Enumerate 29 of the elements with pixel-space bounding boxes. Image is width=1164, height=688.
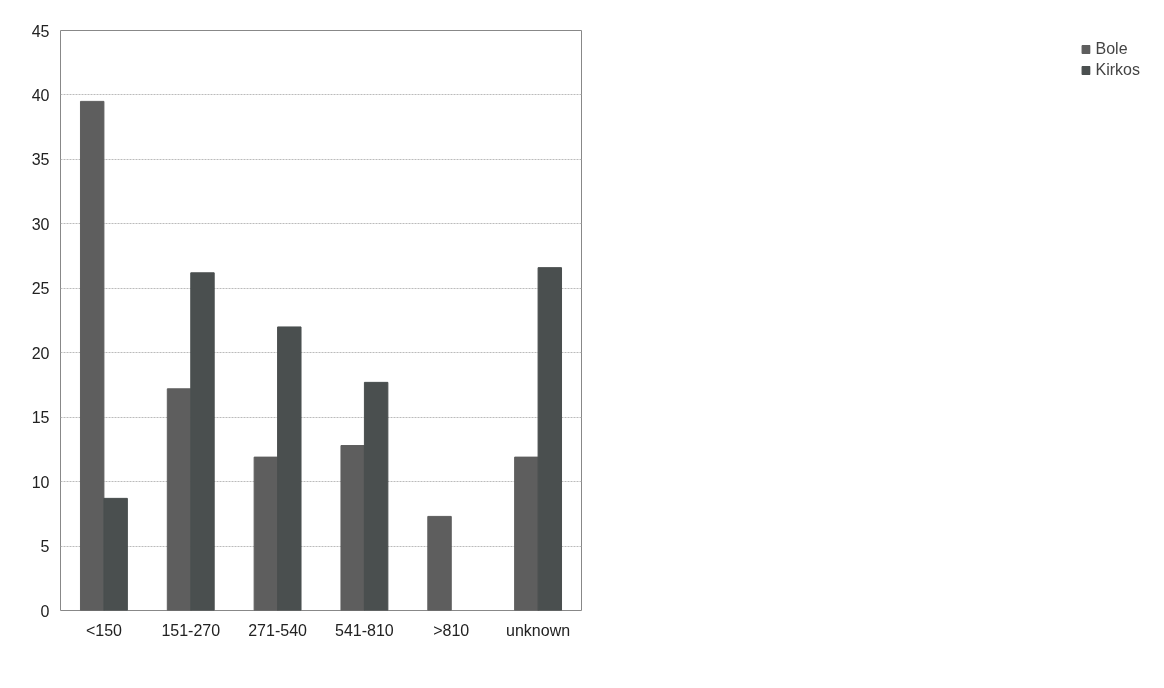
y-tick-label: 10 bbox=[31, 473, 50, 491]
legend-label: Kirkos bbox=[1095, 61, 1140, 79]
y-tick-label: 30 bbox=[31, 215, 50, 233]
bar bbox=[253, 456, 279, 611]
bar bbox=[537, 267, 563, 611]
bar bbox=[514, 456, 539, 611]
bar bbox=[277, 326, 302, 611]
y-tick-label: 20 bbox=[31, 344, 50, 362]
x-tick-label: 151-270 bbox=[161, 621, 221, 639]
bar bbox=[363, 381, 389, 611]
y-tick-label: 35 bbox=[31, 151, 50, 169]
x-tick-label: 271-540 bbox=[248, 621, 308, 639]
y-tick-label: 40 bbox=[31, 86, 50, 104]
x-tick-label: <150 bbox=[85, 621, 123, 639]
bar bbox=[166, 388, 192, 611]
y-tick-label: 5 bbox=[40, 538, 50, 556]
y-tick-label: 15 bbox=[31, 409, 50, 427]
x-tick-label: >810 bbox=[433, 621, 470, 639]
x-tick-label: 541-810 bbox=[335, 621, 394, 639]
x-tick-label: unknown bbox=[506, 621, 571, 639]
y-tick-label: 25 bbox=[31, 280, 50, 298]
bar bbox=[427, 515, 452, 611]
bar bbox=[79, 100, 105, 611]
bar bbox=[103, 497, 128, 611]
y-tick-label: 45 bbox=[31, 22, 50, 40]
bar bbox=[190, 272, 215, 611]
legend-label: Bole bbox=[1095, 40, 1128, 58]
bar bbox=[340, 445, 365, 611]
y-tick-label: 0 bbox=[40, 602, 50, 620]
